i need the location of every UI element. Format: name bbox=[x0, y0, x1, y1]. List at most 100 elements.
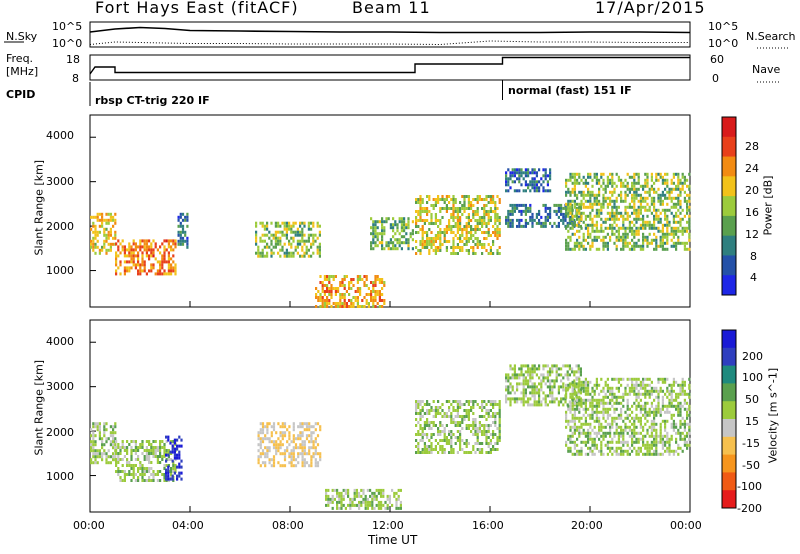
velocity-cell bbox=[98, 449, 101, 453]
velocity-cell bbox=[459, 433, 462, 436]
velocity-cell bbox=[141, 443, 144, 446]
power-cell bbox=[439, 222, 442, 225]
velocity-cell bbox=[631, 386, 634, 390]
power-cell bbox=[672, 187, 675, 191]
power-cell bbox=[465, 228, 468, 231]
power-cell bbox=[644, 178, 647, 182]
power-cell bbox=[310, 242, 313, 246]
velocity-colorbar-segment bbox=[722, 383, 736, 402]
power-cell bbox=[668, 187, 671, 191]
power-cell bbox=[474, 231, 477, 234]
velocity-cell bbox=[593, 392, 596, 396]
velocity-cell bbox=[123, 455, 126, 458]
power-cell bbox=[101, 221, 104, 225]
power-cell bbox=[103, 233, 106, 237]
velocity-cell bbox=[148, 452, 151, 455]
velocity-cell bbox=[527, 379, 530, 383]
velocity-cell bbox=[628, 425, 631, 429]
power-cell bbox=[524, 183, 527, 187]
velocity-cell bbox=[123, 473, 126, 476]
power-cell bbox=[94, 236, 97, 240]
power-cell bbox=[600, 238, 603, 242]
power-cell bbox=[378, 293, 381, 296]
power-cell bbox=[664, 235, 667, 239]
power-cell bbox=[578, 181, 581, 185]
power-cell bbox=[365, 302, 368, 305]
velocity-cell bbox=[141, 473, 144, 476]
power-cell bbox=[655, 217, 658, 221]
power-cell bbox=[507, 183, 510, 187]
power-cell bbox=[576, 217, 579, 221]
velocity-cell bbox=[569, 395, 572, 399]
power-cell bbox=[615, 184, 618, 188]
velocity-cell bbox=[648, 452, 651, 456]
velocity-cell bbox=[432, 415, 435, 418]
power-cell bbox=[296, 251, 299, 255]
velocity-cell bbox=[121, 458, 124, 461]
velocity-cell bbox=[565, 419, 568, 423]
power-cell bbox=[370, 290, 373, 293]
power-cell bbox=[337, 302, 340, 305]
velocity-cell bbox=[415, 451, 418, 454]
power-cell bbox=[485, 225, 488, 228]
power-cell bbox=[642, 238, 645, 242]
power-cell bbox=[606, 202, 609, 206]
velocity-cell bbox=[569, 449, 572, 453]
cpid-program-1: rbsp CT-trig 220 IF bbox=[95, 94, 210, 107]
power-cell bbox=[310, 227, 313, 231]
power-cell bbox=[666, 178, 669, 182]
velocity-cell bbox=[301, 455, 304, 459]
power-cell bbox=[578, 217, 581, 221]
power-cell bbox=[445, 246, 448, 249]
velocity-cell bbox=[90, 428, 93, 432]
velocity-cell bbox=[485, 403, 488, 406]
velocity-cell bbox=[159, 455, 162, 458]
velocity-cell bbox=[613, 395, 616, 399]
power-cell bbox=[611, 175, 614, 179]
velocity-cell bbox=[173, 438, 176, 442]
velocity-cell bbox=[670, 389, 673, 393]
velocity-cell bbox=[441, 430, 444, 433]
power-cell bbox=[565, 202, 568, 206]
power-cell bbox=[633, 199, 636, 203]
power-cell bbox=[450, 213, 453, 216]
velocity-cell bbox=[98, 431, 101, 435]
power-cell bbox=[659, 229, 662, 233]
velocity-cell bbox=[686, 431, 689, 435]
power-cell bbox=[611, 199, 614, 203]
power-cell bbox=[463, 210, 466, 213]
power-cell bbox=[639, 193, 642, 197]
power-cell bbox=[107, 221, 110, 225]
velocity-cell bbox=[327, 488, 330, 492]
power-cell bbox=[294, 233, 297, 237]
velocity-cell bbox=[268, 440, 271, 444]
power-cell bbox=[633, 181, 636, 185]
power-cell bbox=[639, 244, 642, 248]
power-cell bbox=[661, 223, 664, 227]
velocity-cell bbox=[150, 446, 153, 449]
velocity-cell bbox=[264, 434, 267, 438]
power-cell bbox=[615, 235, 618, 239]
velocity-cell bbox=[606, 446, 609, 450]
power-cell bbox=[290, 245, 293, 249]
power-cell bbox=[107, 242, 110, 246]
velocity-cell bbox=[613, 434, 616, 438]
power-cell bbox=[538, 212, 541, 216]
velocity-cell bbox=[653, 416, 656, 420]
velocity-cell bbox=[445, 400, 448, 403]
power-cell bbox=[591, 238, 594, 242]
velocity-cell bbox=[173, 450, 176, 454]
power-cell bbox=[496, 234, 499, 237]
power-cell bbox=[637, 178, 640, 182]
power-cell bbox=[609, 202, 612, 206]
power-cell bbox=[644, 238, 647, 242]
power-cell bbox=[587, 190, 590, 194]
power-cell bbox=[434, 201, 437, 204]
velocity-cell bbox=[578, 377, 581, 381]
velocity-cell bbox=[492, 430, 495, 433]
power-cell bbox=[115, 269, 118, 273]
power-cell bbox=[664, 232, 667, 236]
power-cell bbox=[524, 203, 527, 207]
velocity-cell bbox=[489, 439, 492, 442]
velocity-cell bbox=[454, 424, 457, 427]
